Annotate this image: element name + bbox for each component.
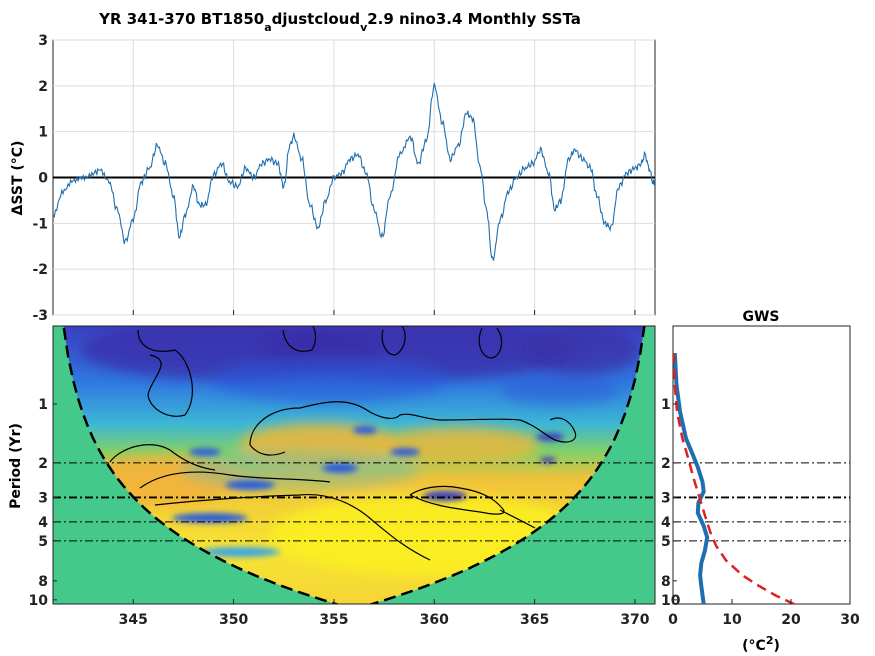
sst-y-tick-label: 2 xyxy=(38,79,48,95)
sst-series-line xyxy=(53,82,655,261)
gws-period-tick-label: 3 xyxy=(661,490,671,506)
year-tick-label: 355 xyxy=(319,612,348,628)
significance-contour xyxy=(249,444,286,456)
year-tick-label: 370 xyxy=(620,612,649,628)
significance-contour xyxy=(139,471,331,489)
period-tick-label: 10 xyxy=(29,593,49,609)
sst-y-tick-label: 0 xyxy=(38,171,48,187)
gws-x-tick-label: 0 xyxy=(668,612,678,628)
sst-y-tick-label: 1 xyxy=(38,125,48,141)
power-blob xyxy=(423,491,467,501)
year-tick-label: 345 xyxy=(119,612,148,628)
gws-reference-lines xyxy=(673,462,850,542)
period-tick-label: 8 xyxy=(38,574,48,590)
period-tick-label: 4 xyxy=(38,515,48,531)
chart-title: YR 341-370 BT1850adjustcloudv2.9 nino3.4… xyxy=(98,10,581,34)
power-blob xyxy=(172,513,248,523)
significance-contour xyxy=(109,444,216,471)
sst-y-tick-label: -1 xyxy=(32,216,48,232)
significance-contour xyxy=(249,401,577,446)
period-ticks-left: 1 2 3 4 5 8 10 xyxy=(29,397,57,609)
period-axis-label: Period (Yr) xyxy=(8,423,24,509)
power-ticks: 0 10 20 30 xyxy=(668,599,860,628)
power-blob xyxy=(390,448,420,456)
cone-of-influence-curve xyxy=(62,326,646,604)
power-blob xyxy=(210,358,450,402)
period-tick-label: 2 xyxy=(38,456,48,472)
power-blob xyxy=(540,457,556,463)
period-tick-label: 3 xyxy=(38,490,48,506)
sst-y-tick-label: -3 xyxy=(32,308,48,324)
significance-contour xyxy=(381,326,406,356)
gws-period-tick-label: 10 xyxy=(661,593,681,609)
gws-period-tick-label: 4 xyxy=(661,515,671,531)
power-blob xyxy=(200,547,280,557)
wavelet-plot-border xyxy=(52,325,656,605)
significance-contour xyxy=(154,493,431,561)
gws-x-tick-label: 30 xyxy=(840,612,860,628)
power-blob xyxy=(225,480,275,490)
significance-contour xyxy=(137,329,194,417)
power-blob xyxy=(500,375,620,405)
significance-contour xyxy=(499,509,536,529)
significance-contours xyxy=(109,326,577,561)
reference-period-lines xyxy=(53,462,655,542)
sst-y-tick-label: 3 xyxy=(38,33,48,49)
gws-x-axis-label: (°C2) xyxy=(742,634,780,655)
year-tick-label: 350 xyxy=(219,612,248,628)
power-blob xyxy=(180,450,420,490)
period-ticks-right: 1 2 3 4 5 8 10 xyxy=(661,397,681,609)
sst-y-tick-label: -2 xyxy=(32,262,48,278)
year-tick-label: 360 xyxy=(420,612,449,628)
sst-y-ticks: -3 -2 -1 0 1 2 3 xyxy=(32,33,636,324)
global-wavelet-spectrum-line xyxy=(673,352,710,604)
significance-contour xyxy=(409,485,505,515)
gws-x-tick-label: 20 xyxy=(781,612,801,628)
gws-x-tick-label: 10 xyxy=(722,612,742,628)
power-blob xyxy=(380,427,540,463)
gws-period-tick-label: 1 xyxy=(661,397,671,413)
power-blob xyxy=(353,426,377,434)
year-tick-label: 365 xyxy=(520,612,549,628)
period-tick-label: 5 xyxy=(38,534,48,550)
gws-panel: GWS 1 2 3 4 5 8 10 0 10 20 30 (°C2) xyxy=(661,309,860,654)
power-blob xyxy=(520,326,640,375)
year-ticks: 345 350 355 360 365 370 xyxy=(119,599,650,628)
gws-title: GWS xyxy=(742,309,779,325)
significance-level-line xyxy=(673,353,795,604)
period-tick-label: 1 xyxy=(38,397,48,413)
significance-contour xyxy=(478,327,503,359)
gws-period-tick-label: 8 xyxy=(661,574,671,590)
gws-period-tick-label: 5 xyxy=(661,534,671,550)
power-blob xyxy=(322,463,358,473)
sst-timeseries-panel: -3 -2 -1 0 1 2 3 ΔSST (°C) xyxy=(10,33,656,324)
power-blob xyxy=(189,448,221,456)
sst-y-axis-label: ΔSST (°C) xyxy=(10,141,26,216)
significance-contour xyxy=(282,326,317,352)
gws-period-tick-label: 2 xyxy=(661,456,671,472)
